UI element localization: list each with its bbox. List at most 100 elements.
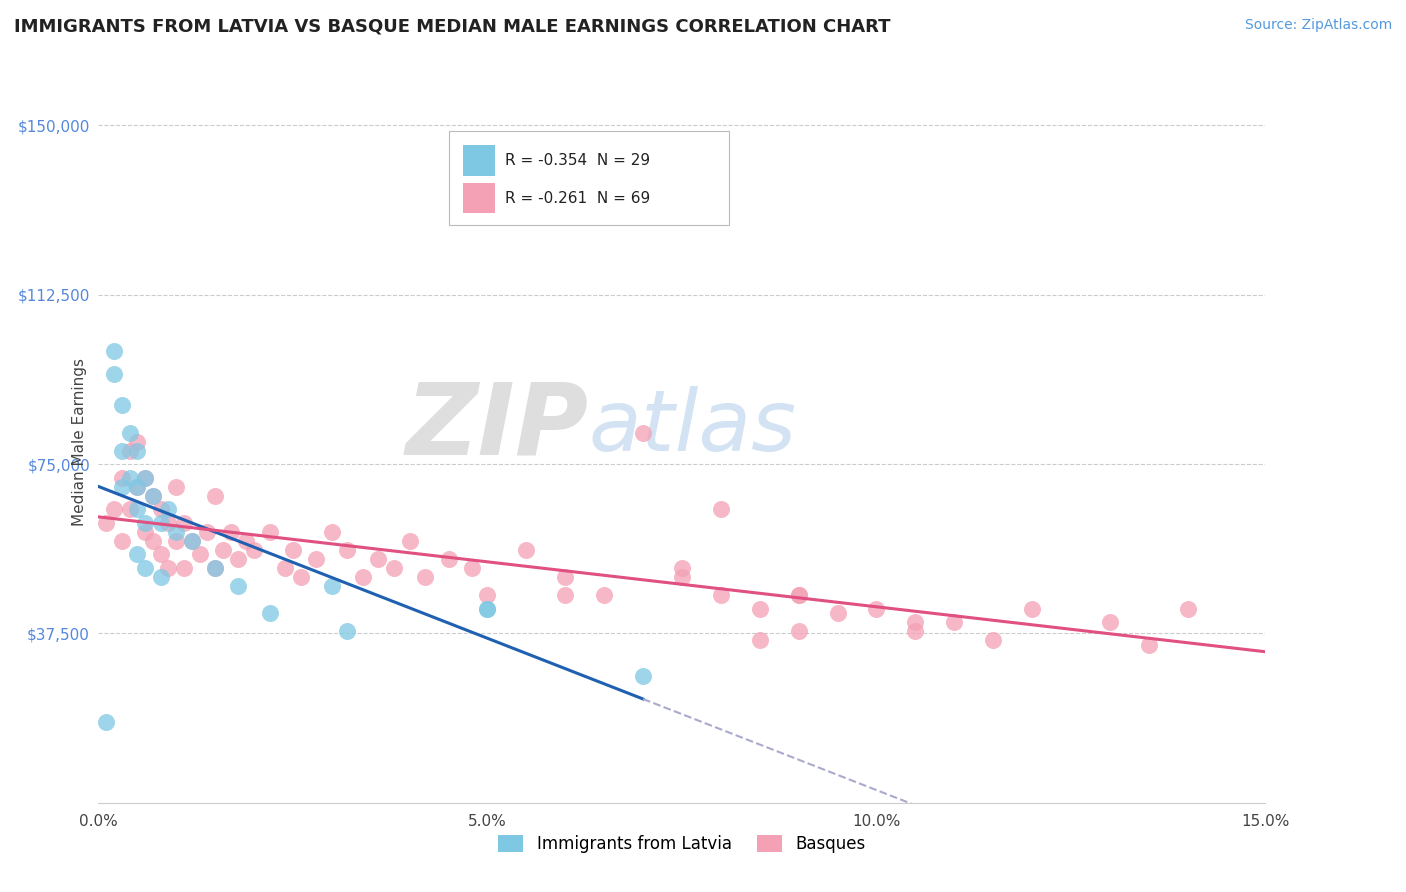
Text: Source: ZipAtlas.com: Source: ZipAtlas.com [1244, 18, 1392, 32]
Text: ZIP: ZIP [405, 378, 589, 475]
Point [204, 561, 226, 575]
FancyBboxPatch shape [463, 145, 495, 176]
Point [149, 570, 172, 584]
Point [671, 561, 693, 575]
Point [437, 552, 460, 566]
Point [134, 524, 156, 539]
Point [787, 588, 810, 602]
FancyBboxPatch shape [449, 131, 728, 225]
Point [274, 561, 297, 575]
Point [127, 480, 149, 494]
Legend: Immigrants from Latvia, Basques: Immigrants from Latvia, Basques [492, 828, 872, 860]
Point [748, 601, 770, 615]
Point [1137, 638, 1160, 652]
Point [111, 470, 134, 484]
Point [477, 601, 499, 615]
Point [1177, 601, 1199, 615]
Point [157, 561, 180, 575]
Point [157, 502, 180, 516]
Point [127, 502, 149, 516]
Point [134, 470, 156, 484]
Point [180, 533, 202, 548]
Point [157, 516, 180, 530]
Point [593, 588, 616, 602]
Point [142, 533, 165, 548]
Point [165, 533, 187, 548]
Point [259, 524, 281, 539]
Point [1021, 601, 1043, 615]
Point [631, 669, 654, 683]
Point [554, 570, 576, 584]
Point [103, 367, 125, 381]
Point [787, 588, 810, 602]
Point [111, 443, 134, 458]
Point [336, 624, 359, 639]
Point [195, 524, 218, 539]
Point [1098, 615, 1121, 630]
Point [173, 561, 195, 575]
Point [149, 516, 172, 530]
Point [134, 516, 156, 530]
Text: IMMIGRANTS FROM LATVIA VS BASQUE MEDIAN MALE EARNINGS CORRELATION CHART: IMMIGRANTS FROM LATVIA VS BASQUE MEDIAN … [14, 18, 890, 36]
Text: R = -0.354  N = 29: R = -0.354 N = 29 [505, 153, 650, 168]
Point [118, 443, 141, 458]
Point [212, 542, 235, 557]
Point [710, 502, 733, 516]
Point [336, 542, 359, 557]
Point [111, 533, 134, 548]
Point [981, 633, 1004, 648]
Point [127, 480, 149, 494]
Point [710, 588, 733, 602]
Point [290, 570, 312, 584]
Point [413, 570, 436, 584]
Point [382, 561, 405, 575]
Point [142, 489, 165, 503]
Point [865, 601, 887, 615]
Point [827, 606, 849, 620]
Point [149, 548, 172, 562]
Point [228, 552, 250, 566]
Point [111, 480, 134, 494]
Point [904, 615, 927, 630]
Point [477, 601, 499, 615]
Point [305, 552, 328, 566]
Point [180, 533, 202, 548]
Y-axis label: Median Male Earnings: Median Male Earnings [72, 358, 87, 525]
Point [228, 579, 250, 593]
Point [281, 542, 304, 557]
Point [748, 633, 770, 648]
Point [904, 624, 927, 639]
Point [142, 489, 165, 503]
Point [631, 425, 654, 440]
Point [398, 533, 420, 548]
Point [204, 561, 226, 575]
Point [243, 542, 266, 557]
Point [96, 714, 118, 729]
Point [127, 443, 149, 458]
Point [173, 516, 195, 530]
Point [103, 344, 125, 359]
Point [367, 552, 389, 566]
Point [554, 588, 576, 602]
Text: R = -0.261  N = 69: R = -0.261 N = 69 [505, 191, 650, 205]
Point [943, 615, 966, 630]
Point [127, 434, 149, 449]
Point [259, 606, 281, 620]
Text: atlas: atlas [589, 385, 797, 468]
Point [118, 425, 141, 440]
Point [219, 524, 242, 539]
Point [321, 524, 343, 539]
Point [134, 470, 156, 484]
Point [477, 588, 499, 602]
Point [111, 398, 134, 412]
Point [118, 502, 141, 516]
Point [352, 570, 374, 584]
Point [165, 524, 187, 539]
Point [204, 489, 226, 503]
FancyBboxPatch shape [463, 183, 495, 213]
Point [165, 480, 187, 494]
Point [671, 570, 693, 584]
Point [235, 533, 257, 548]
Point [787, 624, 810, 639]
Point [134, 561, 156, 575]
